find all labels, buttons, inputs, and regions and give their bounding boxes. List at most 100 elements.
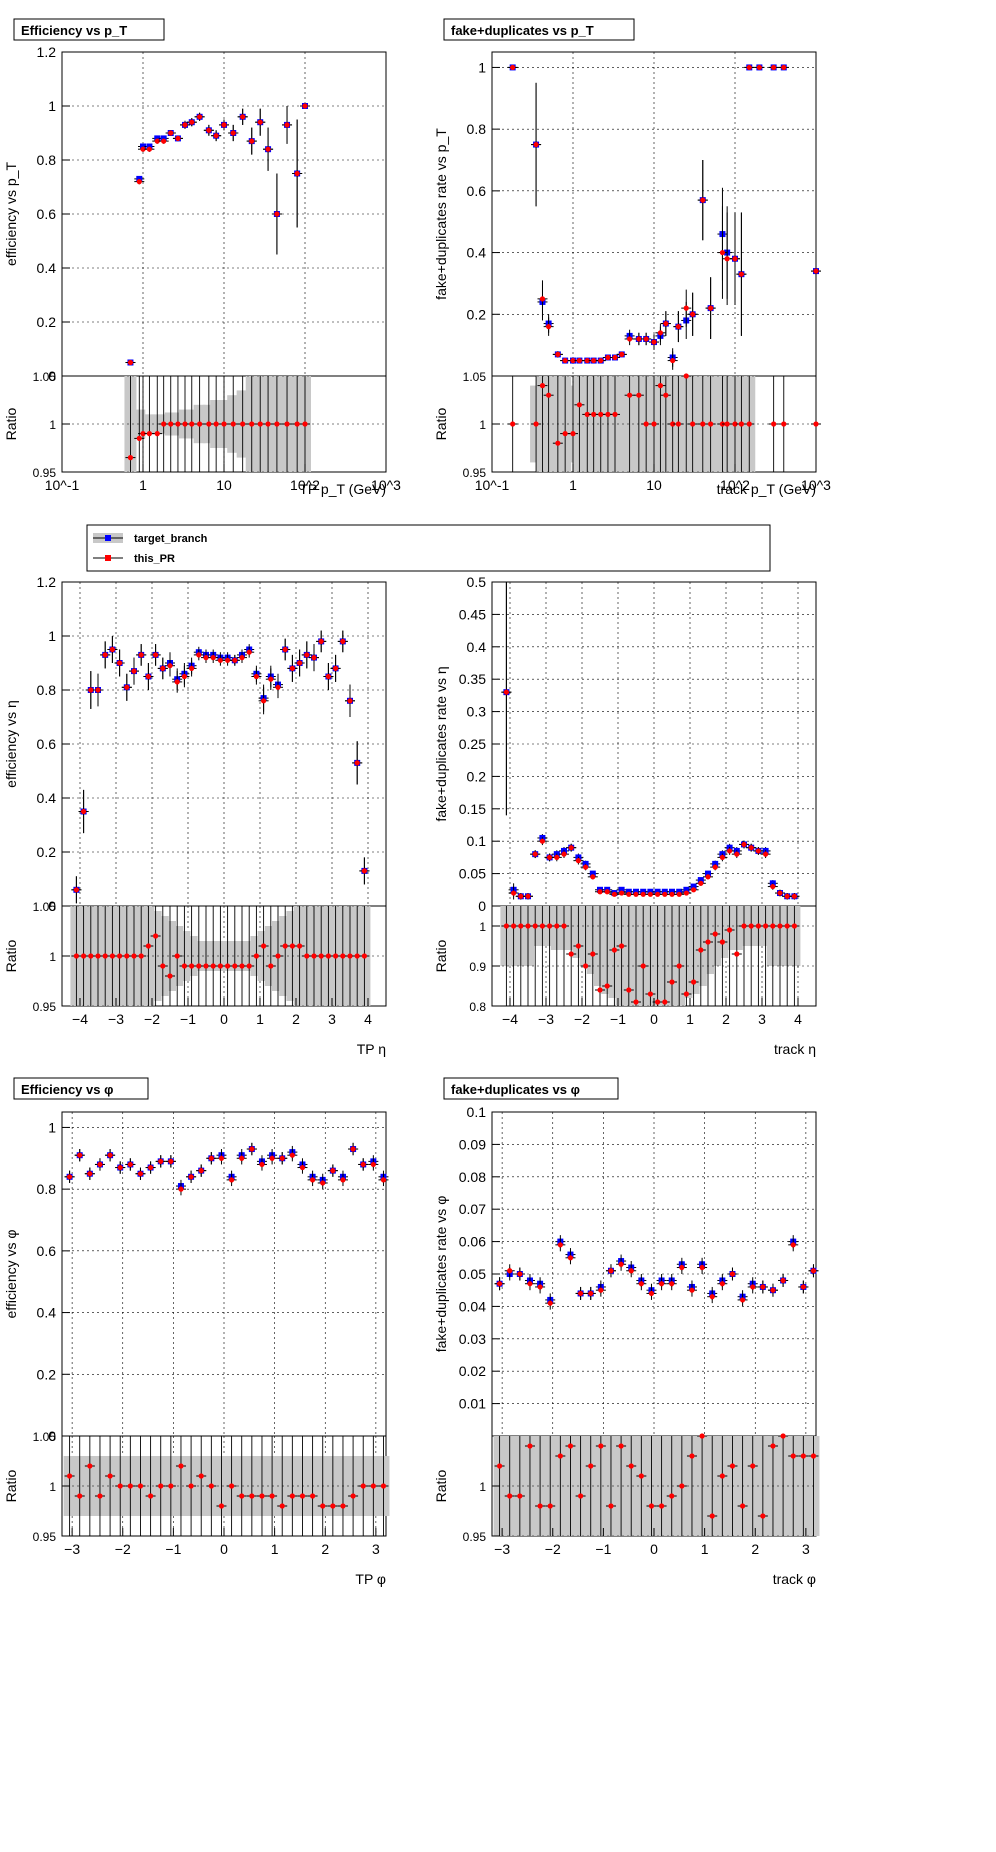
data-point [232, 657, 238, 663]
ratio-point [518, 923, 524, 929]
ratio-point [138, 953, 144, 959]
ratio-point [712, 931, 718, 937]
data-point [88, 687, 94, 693]
ratio-point [117, 953, 123, 959]
data-point [167, 663, 173, 669]
data-point [532, 851, 538, 857]
ratio-point [568, 951, 574, 957]
ratio-point [261, 943, 267, 949]
data-point [584, 357, 590, 364]
ratio-points [64, 1436, 389, 1536]
legend-label: target_branch [134, 533, 208, 545]
ratio-point [547, 923, 553, 929]
ratio-point [562, 431, 568, 437]
data-point [109, 646, 115, 653]
ratio-point [196, 963, 202, 969]
ratio-point [669, 979, 675, 985]
ratio-point [304, 953, 310, 959]
y-tick-label: 0.03 [459, 1331, 486, 1347]
y-tick-label: 0 [48, 1428, 56, 1444]
x-tick-label: 1 [701, 1541, 709, 1557]
ratio-point [532, 923, 538, 929]
ratio-point [760, 1513, 766, 1519]
x-tick-label: 2 [292, 1011, 300, 1027]
data-point [107, 1152, 113, 1158]
y-axis-label: efficiency vs p_T [3, 162, 19, 266]
title-frame [443, 18, 635, 41]
data-point [318, 638, 324, 645]
ratio-point [299, 1493, 306, 1499]
data-point [309, 1177, 316, 1183]
ratio-point [755, 923, 762, 929]
data-point [618, 1261, 624, 1267]
ratio-point [663, 392, 669, 398]
data-point [568, 845, 574, 851]
legend-item: target_branch [93, 533, 208, 545]
x-tick-label: 10 [216, 477, 232, 493]
x-tick-label: 4 [364, 1011, 372, 1027]
y-tick-label: 0.6 [467, 183, 487, 199]
x-tick-label: −2 [115, 1541, 131, 1557]
ratio-point [107, 1473, 113, 1479]
data-point [158, 1158, 164, 1164]
ratio-point [249, 1493, 255, 1499]
ratio-point [66, 1473, 73, 1479]
ratio-y-label: Ratio [3, 939, 19, 972]
ratio-point [284, 421, 290, 427]
ratio-y-label: Ratio [3, 407, 19, 440]
ratio-point [88, 953, 94, 959]
ratio-y-tick-label: 1 [49, 418, 56, 432]
data-point [174, 679, 180, 685]
y-tick-label: 0.08 [459, 1169, 486, 1185]
ratio-point [496, 1463, 503, 1469]
ratio-point [584, 411, 590, 417]
data-point [124, 684, 130, 690]
data-point [153, 652, 159, 658]
data-point [81, 808, 87, 815]
data-point [340, 1177, 346, 1183]
ratio-y-tick-label: 0.95 [463, 1530, 487, 1544]
x-tick-label: −3 [538, 1011, 554, 1027]
ratio-point [213, 421, 219, 427]
ratio-point [340, 1503, 346, 1509]
data-point [225, 657, 231, 663]
ratio-point [350, 1493, 356, 1499]
data-point [189, 119, 195, 125]
ratio-point [265, 421, 271, 427]
data-point [507, 1268, 513, 1274]
data-point [257, 119, 263, 125]
ratio-point [689, 1453, 695, 1459]
y-tick-label: 0.2 [467, 768, 487, 784]
data-point [732, 256, 738, 262]
ratio-point [670, 421, 676, 427]
data-point [175, 135, 181, 141]
data-point [597, 889, 603, 895]
ratio-point [269, 1493, 275, 1499]
data-point [784, 893, 790, 899]
data-point [259, 1161, 265, 1168]
ratio-point [181, 963, 187, 969]
ratio-point [124, 953, 130, 959]
ratio-point [647, 991, 654, 997]
ratio-points [501, 906, 800, 1006]
data-point [570, 357, 576, 364]
ratio-point [619, 943, 625, 949]
y-tick-label: 0.4 [467, 639, 487, 655]
ratio-point [683, 991, 690, 997]
y-tick-label: 1 [48, 98, 56, 114]
data-point [658, 1281, 665, 1287]
ratio-point [189, 963, 195, 969]
data-point [598, 1287, 604, 1293]
data-point [539, 296, 546, 302]
data-point [138, 652, 144, 658]
data-point [648, 1290, 655, 1297]
data-point [605, 354, 611, 361]
ratio-point [360, 1483, 366, 1489]
series-this_PR [125, 103, 310, 366]
x-tick-label: 1 [139, 477, 147, 493]
ratio-point [618, 1443, 624, 1449]
legend-marker [105, 535, 111, 541]
y-tick-label: 1 [48, 1119, 56, 1135]
chart-panel: 0 0.05 0.1 0.15 0.2 0.25 0.3 0.35 0.4 0.45 0.5 fake… [433, 574, 817, 1057]
